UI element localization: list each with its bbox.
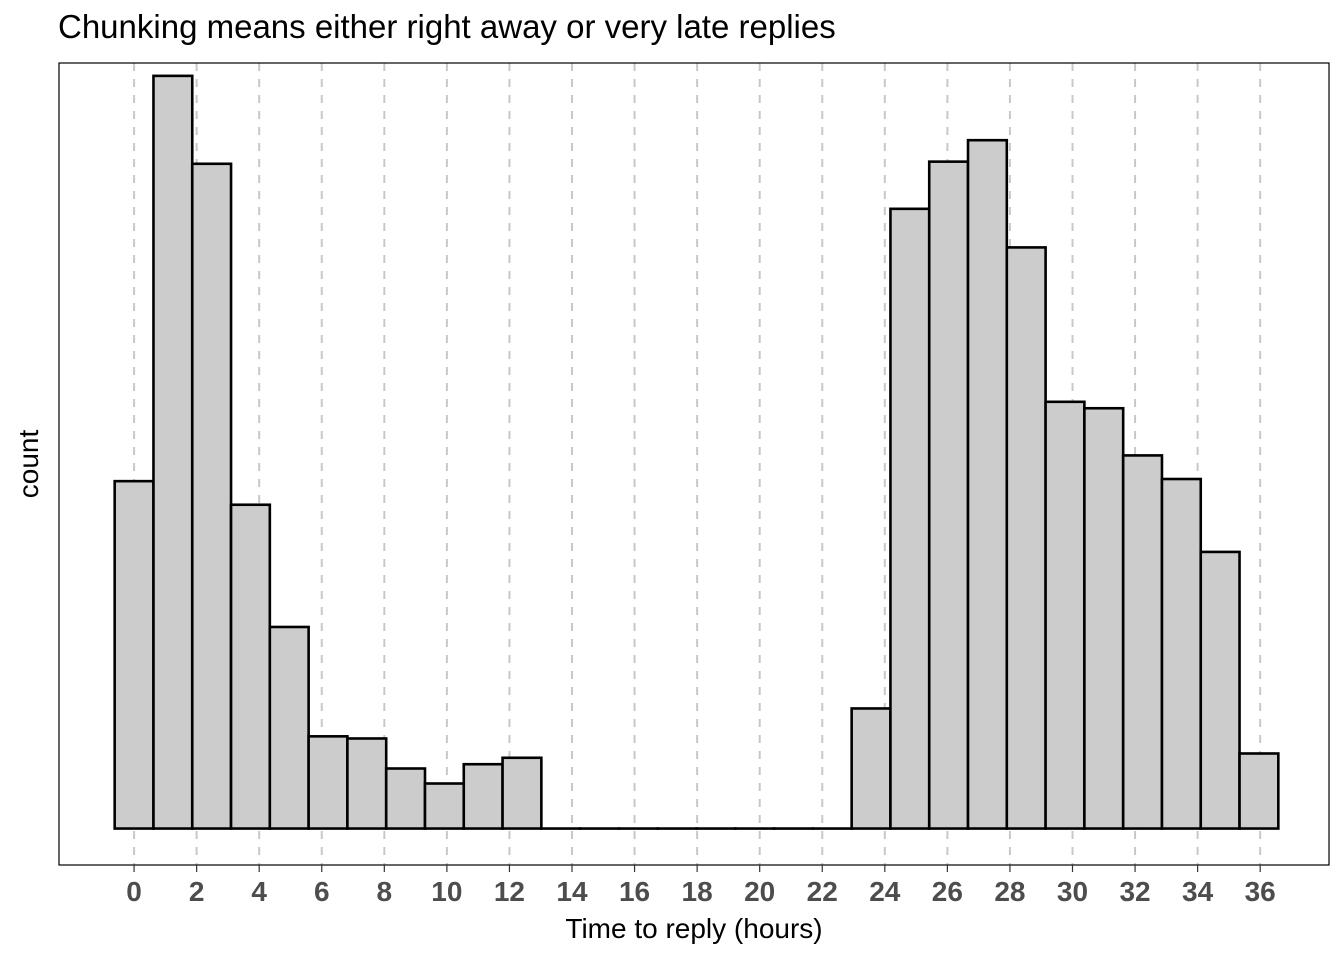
x-axis-title: Time to reply (hours) [565, 913, 822, 944]
histogram-bar [1199, 550, 1241, 830]
x-tick-label: 26 [932, 876, 963, 907]
x-tick-label: 2 [189, 876, 205, 907]
histogram-bars [113, 74, 1280, 830]
histogram-bar [1005, 246, 1047, 830]
x-tick-label: 32 [1119, 876, 1150, 907]
histogram-bar [850, 707, 892, 830]
x-tick-label: 8 [377, 876, 393, 907]
histogram-bar [1044, 400, 1086, 830]
x-tick-label: 0 [126, 876, 142, 907]
x-tick-label: 14 [556, 876, 588, 907]
histogram-bar [966, 138, 1009, 830]
x-tick-label: 20 [744, 876, 775, 907]
histogram-bar [1160, 477, 1203, 830]
histogram-bar [423, 782, 466, 830]
histogram-bar [190, 162, 233, 830]
x-tick-label: 30 [1057, 876, 1088, 907]
histogram-bar [889, 207, 931, 830]
histogram-bar [346, 737, 388, 830]
x-tick-label: 4 [251, 876, 267, 907]
histogram-bar [268, 625, 310, 830]
histogram-bar [462, 762, 504, 830]
x-tick-label: 36 [1245, 876, 1276, 907]
histogram-bar [927, 160, 970, 830]
x-tick-label: 16 [619, 876, 650, 907]
histogram-bar [1083, 406, 1125, 830]
x-tick-label: 34 [1182, 876, 1214, 907]
x-axis-tick-labels: 0 2 4 6 8 10 12 14 16 18 20 22 24 26 28 30 32 34 36 [126, 876, 1275, 907]
histogram-bar [384, 767, 427, 830]
histogram-bar [307, 735, 349, 830]
y-axis-title: count [13, 430, 44, 499]
x-tick-label: 28 [994, 876, 1025, 907]
x-tick-label: 10 [431, 876, 462, 907]
x-tick-label: 18 [682, 876, 713, 907]
histogram-bar [501, 756, 543, 830]
histogram-bar [152, 74, 194, 830]
x-tick-label: 24 [869, 876, 901, 907]
x-axis-ticks [133, 865, 1261, 872]
chart-title: Chunking means either right away or very… [58, 8, 836, 45]
histogram-bar [1238, 752, 1280, 830]
x-tick-label: 22 [807, 876, 838, 907]
histogram-bar [229, 503, 272, 830]
panel-border [58, 62, 1330, 866]
x-tick-label: 6 [314, 876, 330, 907]
histogram-bar [1121, 454, 1164, 830]
histogram-bar [113, 479, 155, 830]
x-tick-label: 12 [494, 876, 525, 907]
